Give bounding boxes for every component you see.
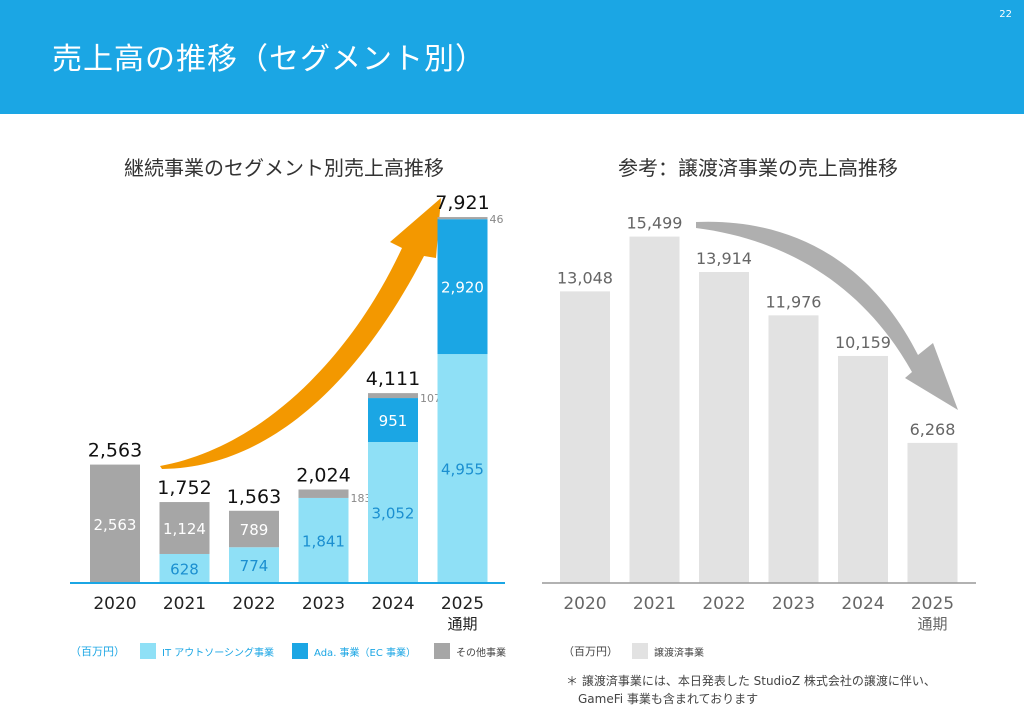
legend-label-divested: 譲渡済事業 bbox=[654, 647, 704, 659]
bar-divested-5 bbox=[907, 442, 958, 583]
bar-other-3 bbox=[298, 489, 349, 498]
x-tick-5-sub: 通期 bbox=[917, 615, 947, 633]
header-bar: 売上高の推移（セグメント別） 22 bbox=[0, 0, 1024, 114]
left-legend: IT アウトソーシング事業 Ada. 事業（EC 事業） その他事業 bbox=[140, 643, 506, 659]
legend-swatch-it bbox=[140, 643, 156, 659]
bar-other-1 bbox=[159, 502, 210, 554]
data-label-divested-0: 13,048 bbox=[557, 268, 613, 287]
x-tick-5: 2025 bbox=[441, 594, 484, 614]
x-tick-3: 2023 bbox=[772, 594, 815, 614]
total-label-4: 4,111 bbox=[366, 368, 420, 390]
total-label-3: 2,024 bbox=[296, 464, 350, 486]
x-tick-4: 2024 bbox=[841, 594, 884, 614]
bar-it-1 bbox=[159, 553, 210, 583]
total-label-1: 1,752 bbox=[157, 477, 211, 499]
bar-divested-2 bbox=[699, 272, 749, 583]
data-label-ada-5: 2,920 bbox=[441, 279, 484, 297]
bar-other-2 bbox=[229, 510, 279, 548]
x-tick-2: 2022 bbox=[702, 594, 745, 614]
right-legend: 譲渡済事業 bbox=[632, 643, 704, 659]
bar-divested-3 bbox=[768, 315, 819, 583]
data-label-other-3: 183 bbox=[351, 492, 372, 505]
data-label-other-2: 789 bbox=[240, 521, 269, 539]
data-label-ada-4: 951 bbox=[379, 412, 408, 430]
data-label-it-5: 4,955 bbox=[441, 461, 484, 479]
x-tick-4: 2024 bbox=[371, 594, 414, 614]
bar-it-4 bbox=[368, 441, 418, 583]
page-number: 22 bbox=[999, 9, 1012, 20]
x-tick-1: 2021 bbox=[163, 594, 206, 614]
data-label-divested-3: 11,976 bbox=[766, 292, 822, 311]
data-label-divested-5: 6,268 bbox=[910, 420, 956, 439]
legend-label-ada: Ada. 事業（EC 事業） bbox=[314, 647, 417, 659]
x-tick-0: 2020 bbox=[93, 594, 136, 614]
footnote-line-2: GameFi 事業も含まれております bbox=[578, 692, 759, 706]
data-label-divested-2: 13,914 bbox=[696, 249, 752, 268]
data-label-other-4: 107 bbox=[420, 392, 441, 405]
right-chart-title: 参考：譲渡済事業の売上高推移 bbox=[618, 156, 898, 180]
bar-ada-5 bbox=[437, 219, 488, 355]
trend-arrow-icon bbox=[160, 198, 441, 469]
bar-other-4 bbox=[368, 393, 418, 399]
legend-label-it: IT アウトソーシング事業 bbox=[162, 647, 275, 659]
data-label-it-2: 774 bbox=[240, 557, 269, 575]
x-tick-3: 2023 bbox=[302, 594, 345, 614]
total-label-5: 7,921 bbox=[435, 192, 489, 214]
bar-it-2 bbox=[229, 547, 279, 583]
x-tick-5-sub: 通期 bbox=[447, 615, 477, 633]
bar-it-3 bbox=[298, 497, 349, 583]
trend-arrow-icon bbox=[696, 221, 958, 410]
bar-divested-1 bbox=[629, 236, 680, 583]
bar-divested-4 bbox=[838, 355, 888, 583]
right-unit-label: （百万円） bbox=[563, 645, 618, 658]
left-chart-title: 継続事業のセグメント別売上高推移 bbox=[124, 156, 444, 180]
data-label-it-3: 1,841 bbox=[302, 532, 345, 550]
footnote: ＊ 譲渡済事業には、本日発表した StudioZ 株式会社の譲渡に伴い、 Gam… bbox=[566, 672, 936, 708]
footnote-line-1: ＊ 譲渡済事業には、本日発表した StudioZ 株式会社の譲渡に伴い、 bbox=[566, 674, 936, 688]
right-chart: 13,048 2020 15,499 2021 13,914 2022 11,976 2023… bbox=[542, 214, 976, 633]
bar-ada-4 bbox=[368, 398, 418, 442]
page-title: 売上高の推移（セグメント別） bbox=[52, 42, 486, 77]
x-tick-1: 2021 bbox=[633, 594, 676, 614]
total-label-2: 1,563 bbox=[227, 486, 281, 508]
legend-swatch-divested bbox=[632, 643, 648, 659]
bar-other-5 bbox=[437, 217, 488, 220]
left-chart: 2,563 2,563 2020 628 1,124 1,752 2021 774 789 1,5… bbox=[70, 192, 505, 633]
bar-it-5 bbox=[437, 354, 488, 583]
data-label-it-4: 3,052 bbox=[372, 504, 415, 522]
data-label-divested-1: 15,499 bbox=[627, 214, 683, 233]
data-label-other-5: 46 bbox=[490, 213, 504, 226]
data-label-other-1: 1,124 bbox=[163, 520, 206, 538]
left-unit-label: （百万円） bbox=[70, 645, 125, 658]
legend-swatch-ada bbox=[292, 643, 309, 659]
x-tick-2: 2022 bbox=[232, 594, 275, 614]
total-label-0: 2,563 bbox=[88, 440, 142, 462]
bar-divested-0 bbox=[560, 291, 610, 583]
bar-other-0 bbox=[90, 464, 140, 583]
data-label-divested-4: 10,159 bbox=[835, 333, 891, 352]
legend-swatch-other bbox=[434, 643, 451, 659]
x-tick-5: 2025 bbox=[911, 594, 954, 614]
data-label-other-0: 2,563 bbox=[94, 516, 137, 534]
legend-label-other: その他事業 bbox=[456, 647, 507, 659]
data-label-it-1: 628 bbox=[170, 560, 199, 578]
x-tick-0: 2020 bbox=[563, 594, 606, 614]
